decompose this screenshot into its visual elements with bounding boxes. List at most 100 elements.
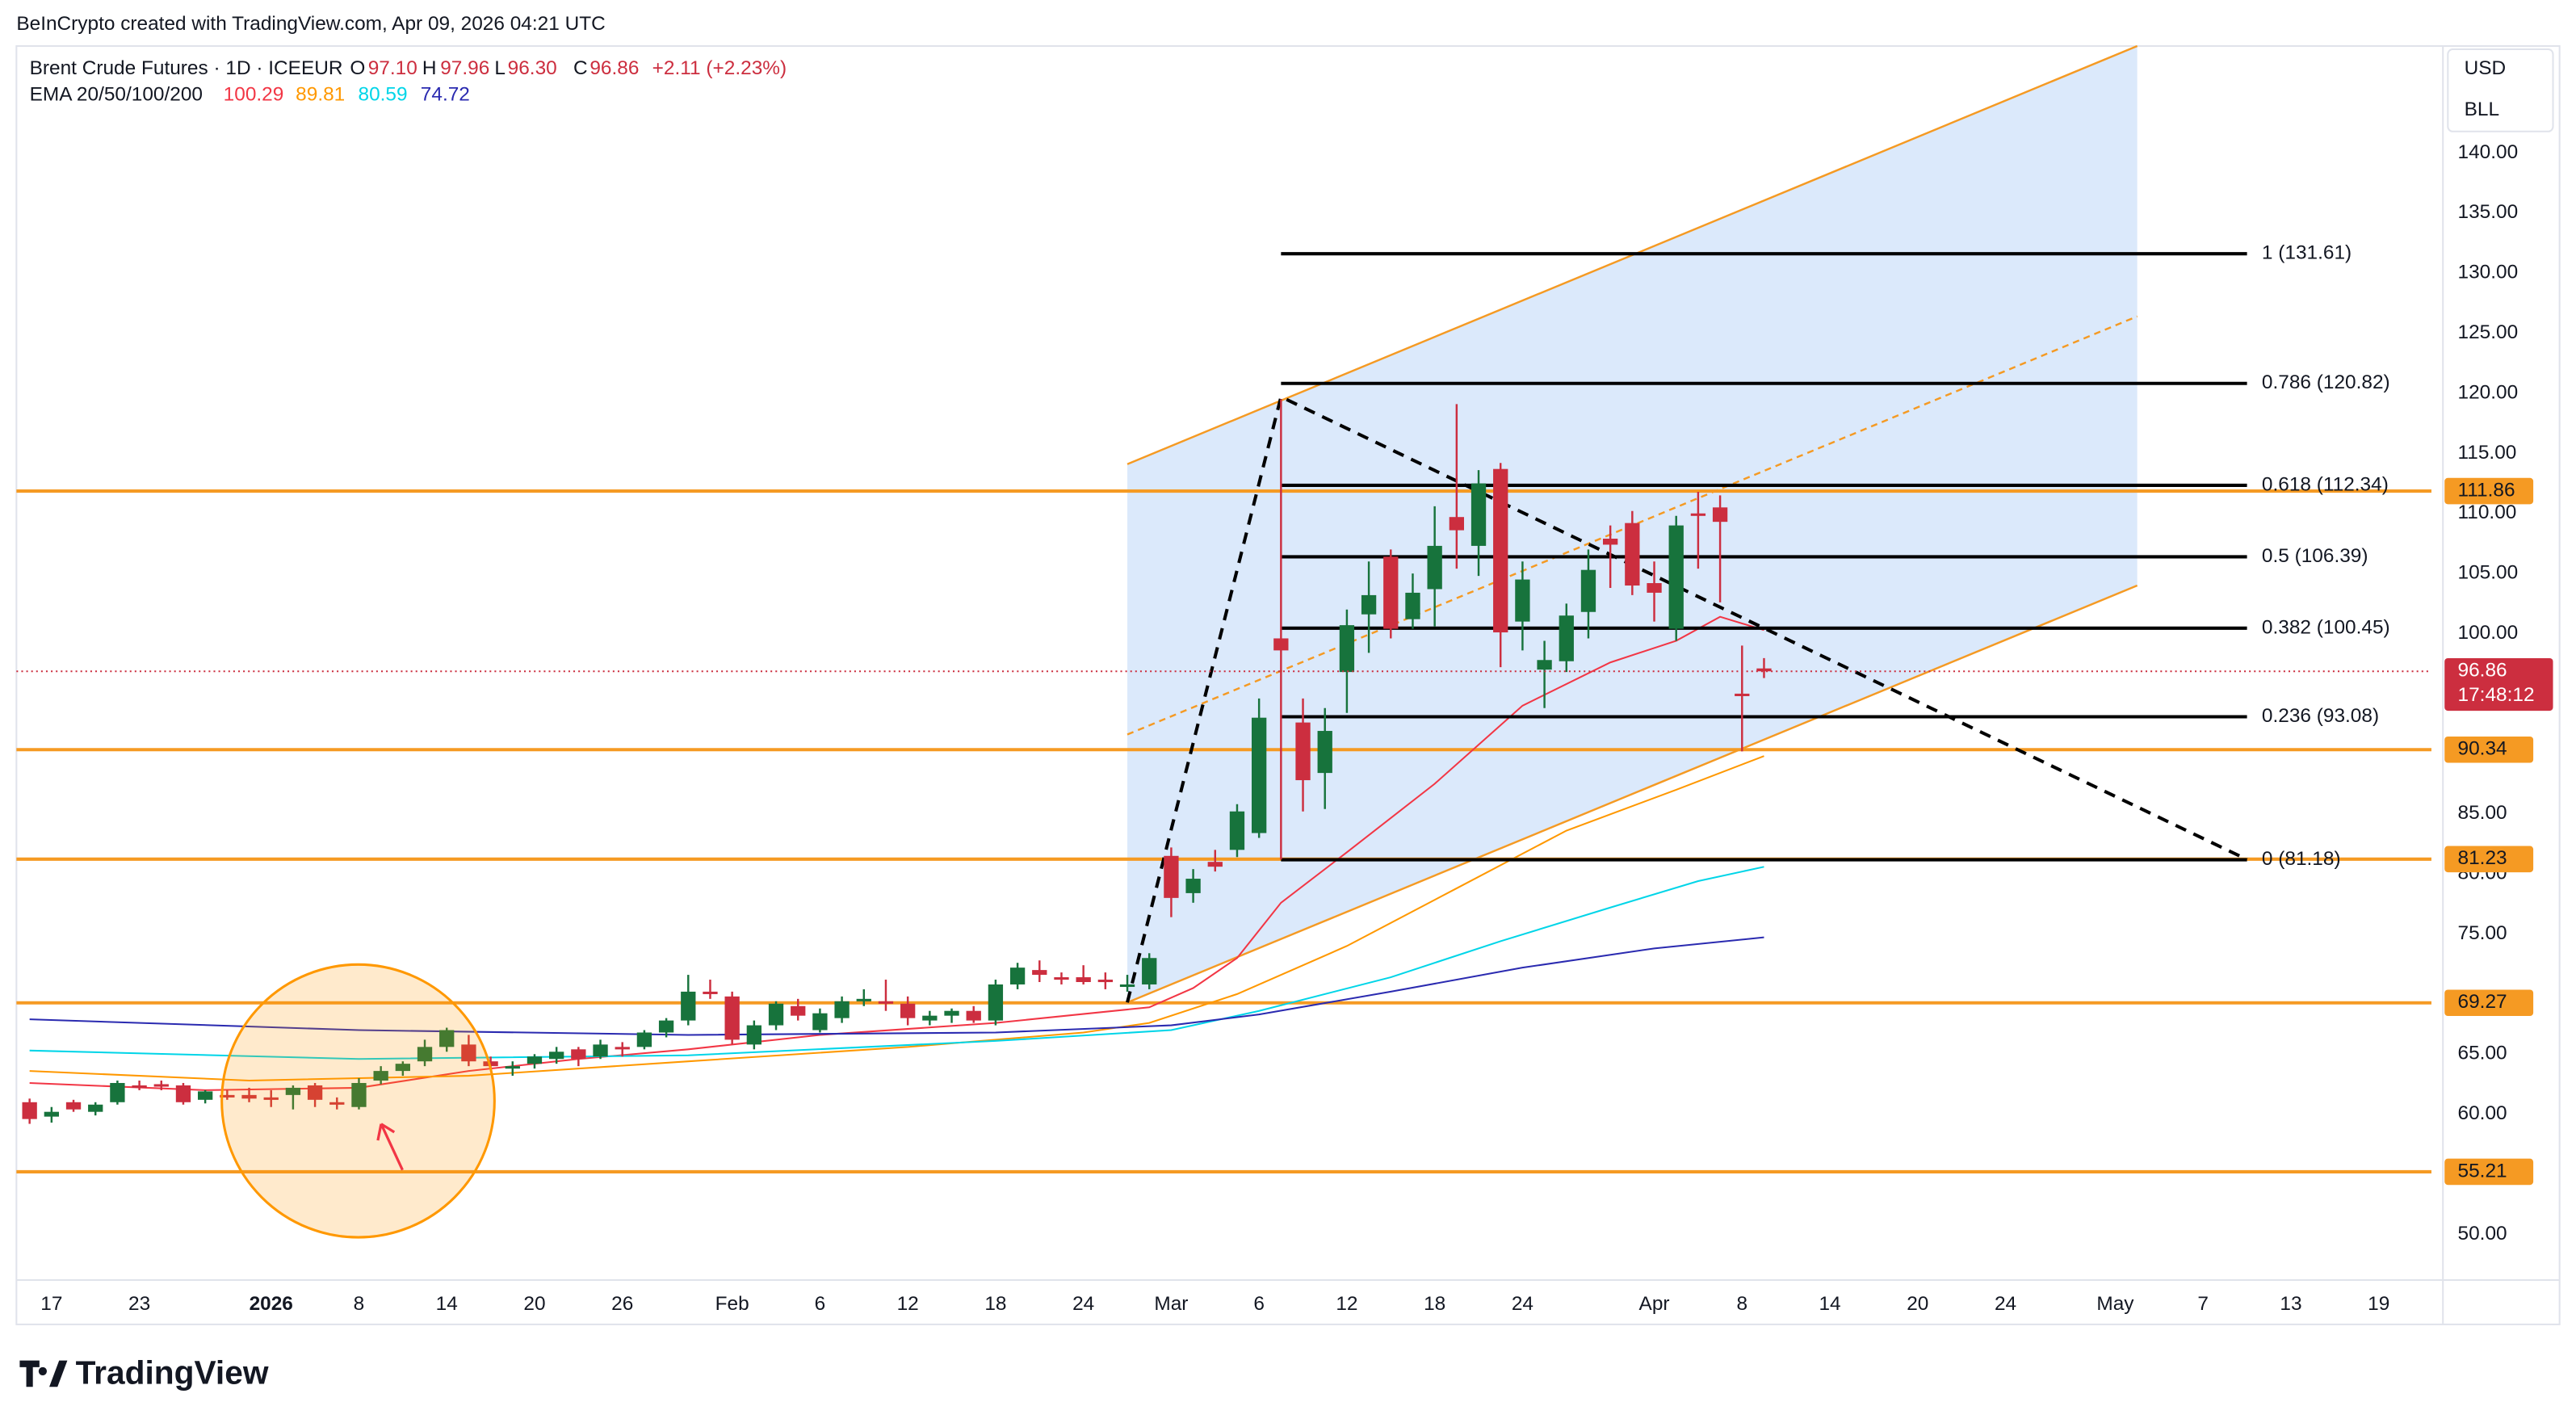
candle-body [285, 1087, 301, 1095]
ohlc-key: O [350, 57, 365, 79]
x-tick-label: 12 [1336, 1293, 1357, 1315]
candle-body [658, 1020, 674, 1033]
candle-body [724, 996, 740, 1040]
x-tick-label: 13 [2280, 1293, 2301, 1315]
ohlc-key: C [573, 57, 588, 79]
x-tick-label: 26 [611, 1293, 633, 1315]
candle-body [110, 1082, 125, 1102]
currency: USD [2465, 57, 2507, 79]
candle-body [44, 1111, 59, 1117]
candle-body [483, 1061, 498, 1067]
candle-body [1449, 517, 1464, 531]
highlight-circle [220, 963, 496, 1239]
candle-body [1668, 525, 1684, 629]
symbol: Brent Crude Futures · 1D · ICEEUR [30, 57, 343, 79]
x-tick-label: 2026 [250, 1293, 293, 1315]
y-tick-label: 60.00 [2458, 1102, 2507, 1124]
fib-label: 0.5 (106.39) [2262, 545, 2368, 567]
x-tick-label: 20 [523, 1293, 545, 1315]
ohlc-value: 97.96 [440, 57, 489, 79]
ema-value: 74.72 [421, 83, 470, 105]
candle-body [417, 1047, 433, 1062]
y-tick-label: 125.00 [2458, 321, 2519, 343]
candle-body [132, 1085, 147, 1089]
candle-body [88, 1104, 103, 1112]
y-tick-label: 105.00 [2458, 562, 2519, 584]
ema-value: 80.59 [359, 83, 408, 105]
ohlc-key: L [494, 57, 506, 79]
candle-body [373, 1071, 388, 1081]
fib-label: 0.382 (100.45) [2262, 616, 2390, 638]
ema-line [29, 755, 1764, 1082]
candle-body [1032, 970, 1047, 976]
x-tick-label: 20 [1907, 1293, 1928, 1315]
x-tick-label: 6 [815, 1293, 826, 1315]
change: +2.11 (+2.23%) [652, 57, 787, 79]
fib-label: 0.786 (120.82) [2262, 371, 2390, 393]
candle-body [1427, 545, 1442, 590]
candle-body [681, 991, 696, 1021]
candle-body [351, 1082, 367, 1107]
ema-value: 100.29 [224, 83, 284, 105]
attribution: BeInCrypto created with TradingView.com,… [16, 13, 605, 35]
x-tick-label: 24 [1072, 1293, 1094, 1315]
candle-body [263, 1097, 279, 1100]
candle-body [636, 1032, 652, 1047]
level-badge-label: 69.27 [2458, 991, 2507, 1013]
last-price-badge [2444, 657, 2553, 712]
candle-body [746, 1025, 761, 1045]
candle-body [329, 1102, 345, 1105]
ohlc-value: 97.10 [368, 57, 417, 79]
candle-body [1537, 660, 1552, 670]
level-badge [2444, 989, 2534, 1017]
y-tick-label: 120.00 [2458, 381, 2519, 403]
candle-body [768, 1003, 784, 1026]
level-badge [2444, 477, 2534, 505]
candle-body [1054, 977, 1069, 980]
candle-body [395, 1064, 410, 1072]
channel-lower [1126, 584, 2138, 1004]
fib-label: 0.618 (112.34) [2262, 473, 2389, 495]
y-tick-label: 75.00 [2458, 922, 2507, 944]
level-badge-label: 55.21 [2458, 1160, 2507, 1182]
x-tick-label: 18 [984, 1293, 1006, 1315]
candle-body [175, 1085, 191, 1102]
y-tick-label: 115.00 [2458, 442, 2517, 464]
candle-body [1471, 483, 1487, 546]
candle-body [703, 991, 718, 994]
x-tick-label: 8 [1736, 1293, 1747, 1315]
ema-line [29, 615, 1764, 1091]
x-tick-label: 12 [897, 1293, 919, 1315]
candle-body [1009, 968, 1026, 984]
zigzag [1126, 394, 2248, 1003]
level-badge [2444, 1158, 2534, 1186]
candle-body [593, 1044, 608, 1057]
candle-body [1712, 507, 1728, 523]
candle-body [1273, 638, 1289, 651]
candle-body [966, 1010, 981, 1021]
candle-body [1690, 513, 1706, 516]
logo-icon [19, 1360, 68, 1387]
candle-body [1405, 592, 1420, 619]
candle-body [1076, 977, 1091, 983]
fib-label: 0 (81.18) [2262, 848, 2341, 870]
candle-body [1207, 862, 1223, 867]
ohlc-value: 96.86 [589, 57, 639, 79]
last-price-label: 96.86 [2458, 660, 2507, 682]
level-badge [2444, 736, 2534, 763]
candle-body [22, 1102, 37, 1119]
candle-body [856, 998, 871, 1001]
ema-line [29, 936, 1764, 1036]
candle-body [571, 1049, 586, 1060]
ema-value: 89.81 [296, 83, 345, 105]
ohlc-key: H [422, 57, 437, 79]
unit: BLL [2465, 99, 2499, 120]
candle-body [1603, 538, 1618, 545]
fib-label: 0.236 (93.08) [2262, 705, 2379, 727]
candle-body [1756, 668, 1772, 672]
candle-body [988, 984, 1004, 1021]
candle-body [1559, 615, 1574, 661]
y-tick-label: 100.00 [2458, 622, 2519, 644]
x-tick-label: 24 [1512, 1293, 1533, 1315]
